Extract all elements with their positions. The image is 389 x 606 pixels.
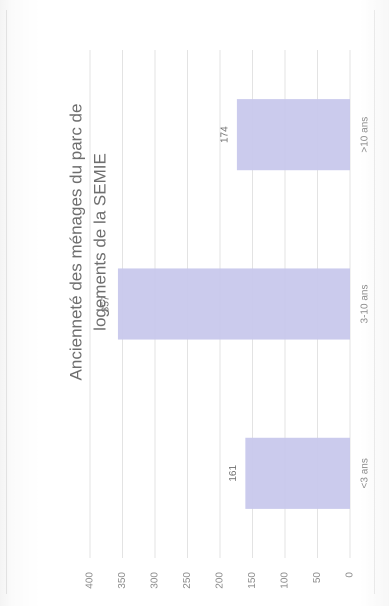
bar xyxy=(117,268,350,340)
data-label: 161 xyxy=(228,465,239,482)
category-label: <3 ans xyxy=(360,458,371,488)
y-tick-label: 100 xyxy=(280,572,291,589)
data-label: 174 xyxy=(220,126,231,143)
y-tick-label: 0 xyxy=(345,572,356,578)
data-label: 357 xyxy=(101,295,112,312)
y-tick-label: 250 xyxy=(182,572,193,589)
chart-title-line: Ancienneté des ménages du parc de xyxy=(66,104,85,381)
category-label: >10 ans xyxy=(360,117,371,153)
bar-chart: 161 357 174 0 50 100 150 200 250 300 350 400 <3 an… xyxy=(66,50,371,589)
chart-frame: 161 357 174 0 50 100 150 200 250 300 350 400 <3 an… xyxy=(6,10,375,594)
y-tick-label: 350 xyxy=(117,572,128,589)
chart-title-line: logements de la SEMIE xyxy=(90,153,109,331)
bar xyxy=(245,437,350,509)
y-tick-label: 200 xyxy=(215,572,226,589)
y-tick-label: 400 xyxy=(85,572,96,589)
y-tick-label: 50 xyxy=(312,572,323,584)
bar xyxy=(236,99,350,171)
y-tick-label: 300 xyxy=(150,572,161,589)
y-tick-label: 150 xyxy=(247,572,258,589)
category-label: 3-10 ans xyxy=(360,285,371,324)
